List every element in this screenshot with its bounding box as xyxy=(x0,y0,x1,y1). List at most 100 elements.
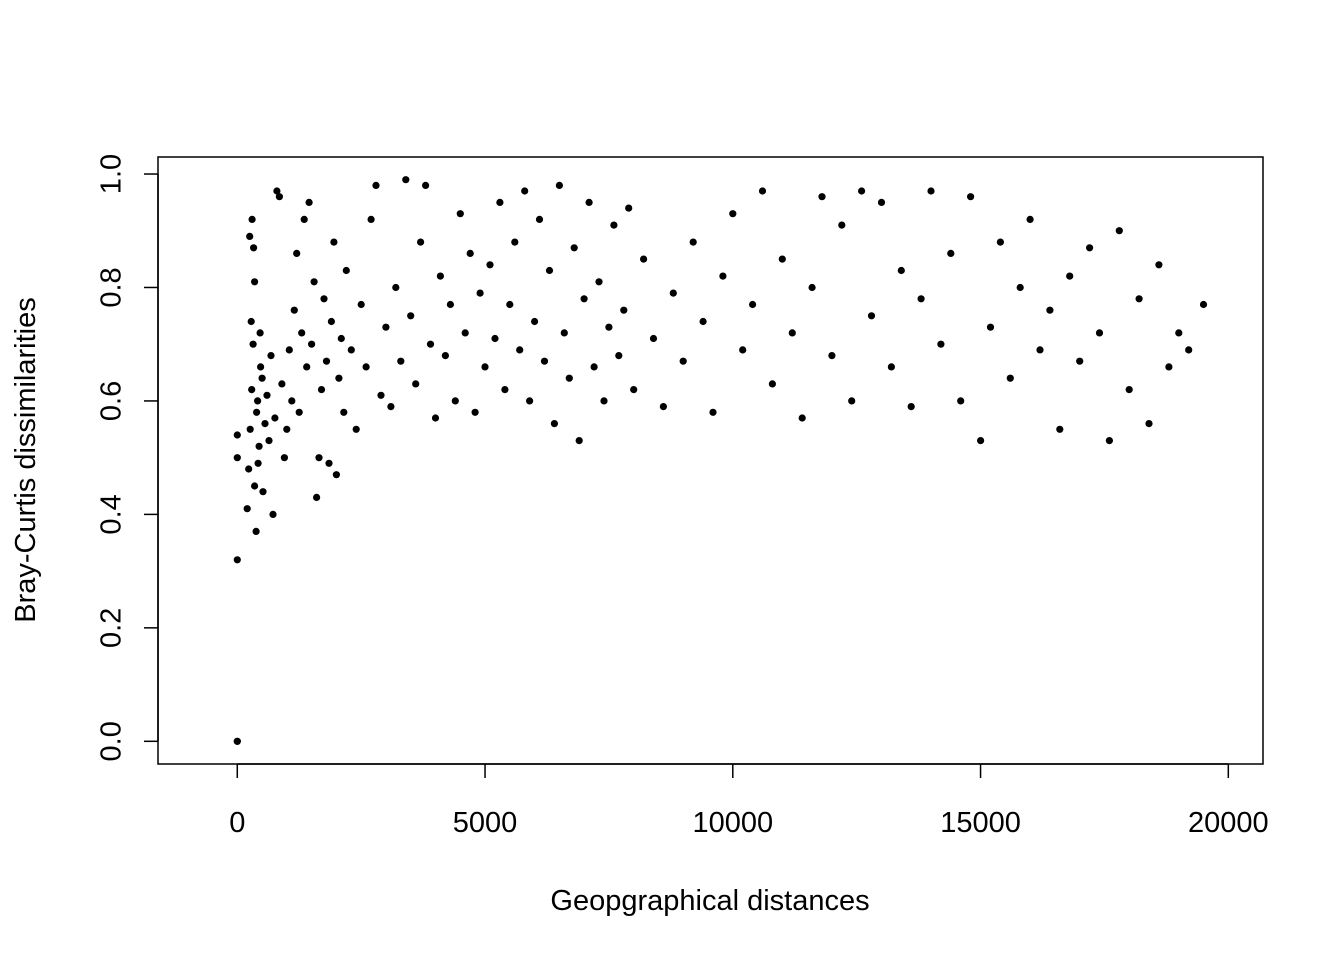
scatter-point xyxy=(867,312,876,320)
scatter-point xyxy=(431,414,440,422)
scatter-point xyxy=(917,295,925,303)
scatter-point xyxy=(327,317,335,326)
scatter-point xyxy=(417,238,425,246)
scatter-point xyxy=(907,403,915,411)
scatter-point xyxy=(526,397,534,405)
scatter-point xyxy=(501,386,509,394)
scatter-point xyxy=(1016,283,1024,292)
scatter-point xyxy=(310,278,318,286)
scatter-point xyxy=(283,425,291,433)
scatter-point xyxy=(322,357,331,365)
scatter-point xyxy=(669,289,677,297)
scatter-point xyxy=(337,334,345,343)
scatter-point xyxy=(347,346,355,354)
scatter-point xyxy=(275,193,283,201)
scatter-point xyxy=(788,329,796,337)
scatter-point xyxy=(285,346,293,354)
scatter-point xyxy=(1115,227,1123,235)
y-tick-label: 0.0 xyxy=(96,721,128,761)
x-axis-label: Geopgraphical distances xyxy=(550,885,869,917)
scatter-point xyxy=(397,357,405,365)
y-axis: 0.0 0.2 0.4 0.6 0.8 1.0 xyxy=(96,154,159,761)
scatter-point xyxy=(739,346,747,354)
scatter-point xyxy=(441,352,449,360)
scatter-point xyxy=(486,261,494,269)
scatter-point xyxy=(248,386,256,394)
scatter-point xyxy=(560,329,568,337)
scatter-point xyxy=(259,488,267,496)
scatter-point xyxy=(250,244,258,252)
data-points xyxy=(233,176,1208,745)
scatter-point xyxy=(1036,346,1044,354)
x-axis: 0 5000 10000 15000 20000 xyxy=(229,763,1269,839)
scatter-point xyxy=(640,255,648,263)
scatter-point xyxy=(808,283,816,292)
scatter-point xyxy=(1135,295,1143,303)
scatter-point xyxy=(1199,300,1208,309)
scatter-point xyxy=(357,300,365,309)
scatter-point xyxy=(615,352,623,360)
scatter-point xyxy=(247,317,255,326)
scatter-point xyxy=(254,459,262,467)
scatter-point xyxy=(729,210,737,218)
scatter-point xyxy=(320,295,328,303)
scatter-point xyxy=(267,352,275,360)
scatter-point xyxy=(436,272,444,280)
scatter-point xyxy=(957,397,965,405)
scatter-point xyxy=(288,397,296,405)
scatter-point xyxy=(679,357,687,365)
scatter-point xyxy=(550,420,559,428)
scatter-point xyxy=(412,380,420,388)
x-tick-label: 10000 xyxy=(692,807,773,839)
scatter-point xyxy=(555,181,564,189)
scatter-point xyxy=(1145,420,1153,428)
scatter-point xyxy=(340,408,348,416)
scatter-point xyxy=(332,471,340,479)
scatter-point xyxy=(335,374,343,382)
scatter-point xyxy=(233,556,241,564)
scatter-point xyxy=(290,306,298,314)
scatter-point xyxy=(996,238,1005,246)
x-tick-label: 20000 xyxy=(1188,807,1269,839)
scatter-point xyxy=(585,198,593,206)
scatter-point xyxy=(330,238,338,246)
scatter-point xyxy=(233,431,241,439)
scatter-point xyxy=(253,408,261,416)
scatter-point xyxy=(605,323,613,331)
scatter-point xyxy=(1175,329,1183,337)
scatter-point xyxy=(610,221,618,229)
scatter-point xyxy=(255,442,263,450)
scatter-point xyxy=(295,408,303,416)
scatter-point xyxy=(511,238,519,246)
scatter-point xyxy=(243,505,251,513)
scatter-point xyxy=(798,414,806,422)
scatter-point xyxy=(446,300,454,309)
scatter-point xyxy=(828,352,836,360)
scatter-point xyxy=(466,249,474,257)
scatter-point xyxy=(858,187,866,195)
scatter-point xyxy=(580,295,588,303)
scatter-point xyxy=(481,363,489,371)
scatter-point xyxy=(848,397,856,405)
scatter-point xyxy=(768,380,777,388)
scatter-point xyxy=(246,425,254,433)
scatter-point xyxy=(1006,374,1014,382)
scatter-point xyxy=(531,317,539,326)
scatter-point xyxy=(392,283,400,292)
scatter-point xyxy=(308,340,316,348)
scatter-point xyxy=(305,198,313,206)
scatter-point xyxy=(261,420,269,428)
scatter-point xyxy=(625,204,633,212)
scatter-point xyxy=(249,340,257,348)
scatter-point xyxy=(233,454,241,462)
scatter-point xyxy=(258,374,266,382)
scatter-point xyxy=(251,482,259,490)
scatter-point xyxy=(377,391,385,399)
scatter-point xyxy=(1155,261,1163,269)
scatter-point xyxy=(689,238,697,246)
scatter-point xyxy=(570,244,578,252)
scatter-point xyxy=(317,386,326,394)
scatter-point xyxy=(565,374,573,382)
